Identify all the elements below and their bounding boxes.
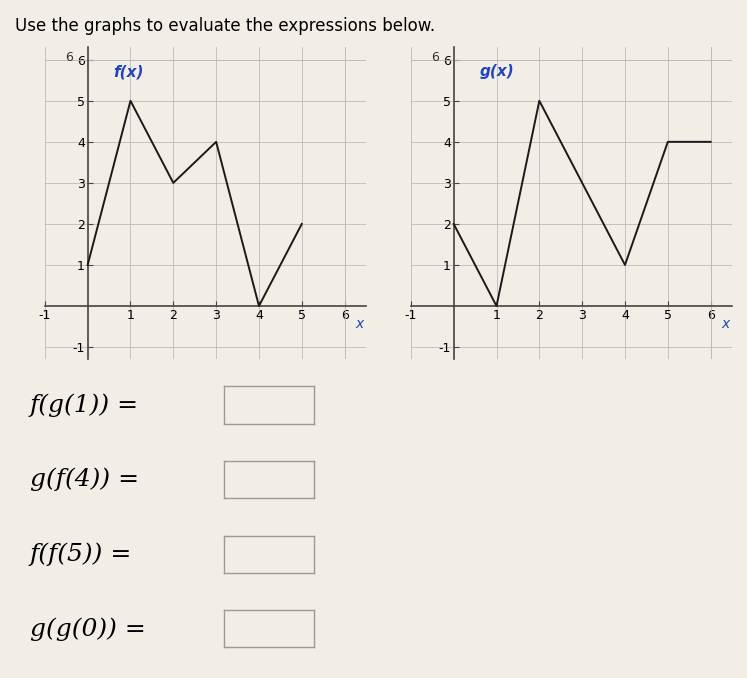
Text: g(x): g(x)	[480, 64, 514, 79]
Text: f(f(5)) =: f(f(5)) =	[30, 542, 132, 566]
Text: Use the graphs to evaluate the expressions below.: Use the graphs to evaluate the expressio…	[15, 17, 435, 35]
Text: f(g(1)) =: f(g(1)) =	[30, 393, 139, 417]
Text: g(f(4)) =: g(f(4)) =	[30, 468, 139, 492]
Text: 6: 6	[431, 52, 438, 64]
Text: 6: 6	[65, 52, 72, 64]
Text: x: x	[356, 317, 364, 332]
Text: g(g(0)) =: g(g(0)) =	[30, 617, 146, 641]
Text: x: x	[722, 317, 730, 332]
Text: f(x): f(x)	[114, 64, 144, 79]
